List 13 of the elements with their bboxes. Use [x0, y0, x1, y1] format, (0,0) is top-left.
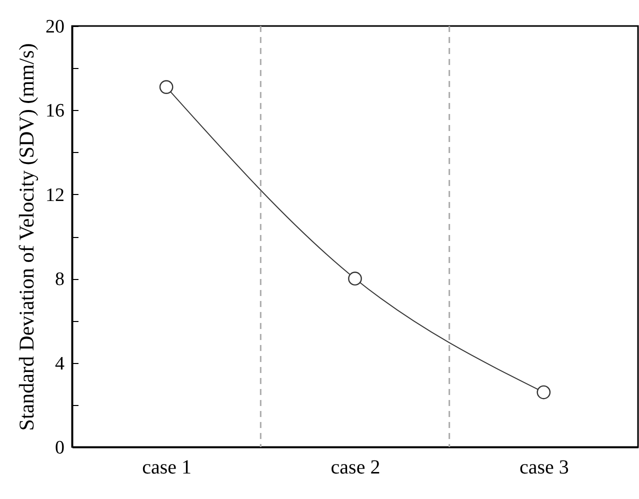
point — [159, 80, 174, 94]
y-tick-label: 4 — [55, 353, 65, 374]
y-axis-title: Standard Deviation of Velocity (SDV) (mm/s) — [14, 43, 38, 431]
y-tick-label: 12 — [46, 184, 64, 206]
x-tick-label: case 1 — [142, 456, 192, 478]
point — [536, 385, 551, 400]
y-tick-label: 20 — [46, 16, 64, 38]
x-tick-label: case 2 — [330, 456, 380, 478]
y-tick-label: 0 — [55, 438, 64, 458]
x-tick-label: case 3 — [519, 456, 569, 478]
y-tick-label: 8 — [55, 269, 64, 290]
point — [348, 272, 362, 286]
y-tick-label: 16 — [46, 100, 64, 122]
